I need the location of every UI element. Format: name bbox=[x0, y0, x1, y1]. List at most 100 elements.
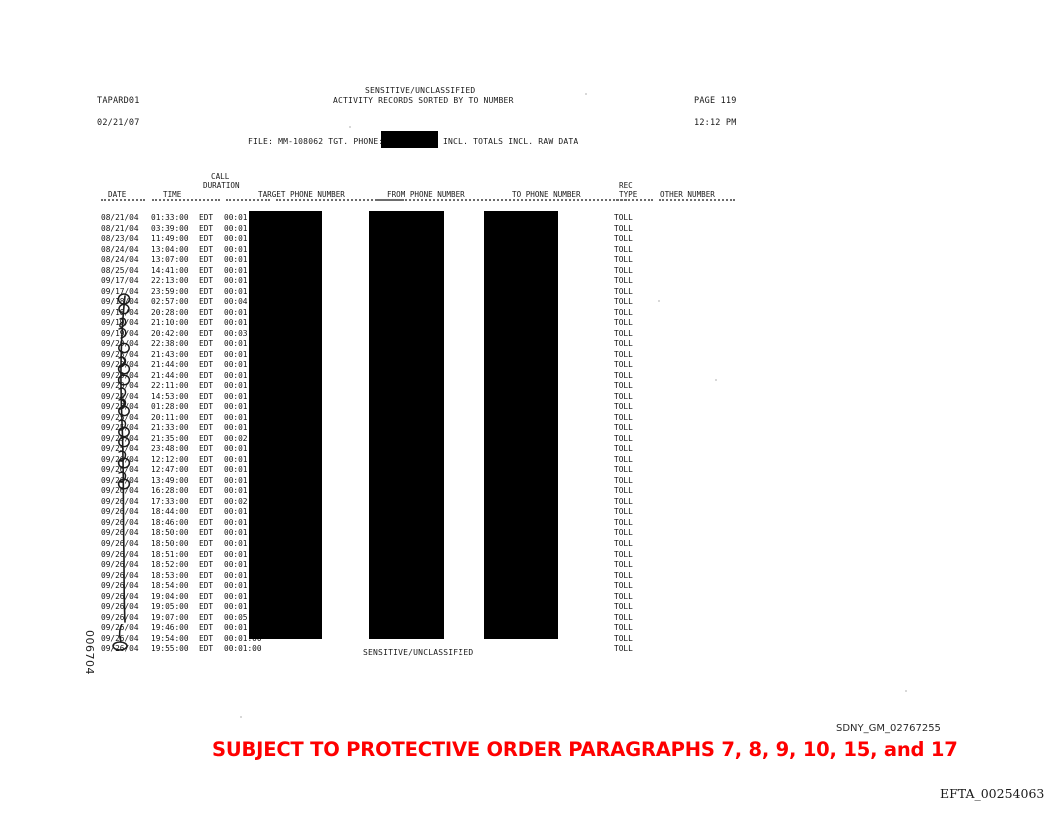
cell-date: 09/25/04 bbox=[101, 412, 139, 422]
column-header-target-phone-number: TARGET PHONE NUMBER bbox=[258, 190, 345, 199]
cell-timezone: EDT bbox=[199, 454, 214, 464]
table-row: 09/26/04 19:04:00 EDT 00:01:00 bbox=[101, 592, 276, 603]
cell-rec-type: TOLL bbox=[614, 328, 633, 338]
cell-rec-type: TOLL bbox=[614, 486, 633, 496]
cell-time: 18:54:00 bbox=[151, 581, 189, 591]
table-row: 09/26/04 16:28:00 EDT 00:01:00 bbox=[101, 486, 276, 497]
cell-rec-type: TOLL bbox=[614, 517, 633, 527]
cell-date: 09/26/04 bbox=[101, 581, 139, 591]
scan-speckle bbox=[349, 126, 351, 128]
table-row: 09/23/04 21:43:00 EDT 00:01:00 bbox=[101, 350, 276, 361]
cell-rec-type: TOLL bbox=[614, 507, 633, 517]
report-run-date: 02/21/07 bbox=[97, 118, 140, 128]
scan-speckle bbox=[658, 300, 660, 302]
cell-date: 09/26/04 bbox=[101, 591, 139, 601]
cell-time: 19:54:00 bbox=[151, 633, 189, 643]
cell-timezone: EDT bbox=[199, 465, 214, 475]
cell-time: 22:11:00 bbox=[151, 381, 189, 391]
page-number-label: PAGE 119 bbox=[694, 96, 737, 106]
cell-call-duration: 00:03:00 bbox=[224, 328, 262, 338]
cell-time: 19:55:00 bbox=[151, 644, 189, 654]
report-title: ACTIVITY RECORDS SORTED BY TO NUMBER bbox=[333, 96, 514, 105]
cell-rec-type: TOLL bbox=[614, 391, 633, 401]
cell-timezone: EDT bbox=[199, 265, 214, 275]
cell-timezone: EDT bbox=[199, 633, 214, 643]
column-header-date: DATE bbox=[108, 190, 127, 199]
cell-time: 20:42:00 bbox=[151, 328, 189, 338]
cell-time: 20:11:00 bbox=[151, 412, 189, 422]
cell-timezone: EDT bbox=[199, 602, 214, 612]
cell-rec-type: TOLL bbox=[614, 255, 633, 265]
cell-call-duration: 00:01:00 bbox=[224, 223, 262, 233]
cell-rec-type: TOLL bbox=[614, 307, 633, 317]
cell-time: 21:10:00 bbox=[151, 318, 189, 328]
cell-time: 19:05:00 bbox=[151, 602, 189, 612]
cell-call-duration: 00:01:00 bbox=[224, 465, 262, 475]
cell-call-duration: 00:01:00 bbox=[224, 360, 262, 370]
cell-time: 18:50:00 bbox=[151, 538, 189, 548]
cell-time: 18:46:00 bbox=[151, 517, 189, 527]
cell-date: 09/23/04 bbox=[101, 349, 139, 359]
cell-time: 11:49:00 bbox=[151, 234, 189, 244]
cell-date: 09/26/04 bbox=[101, 549, 139, 559]
cell-date: 09/25/04 bbox=[101, 444, 139, 454]
cell-rec-type: TOLL bbox=[614, 412, 633, 422]
cell-date: 08/21/04 bbox=[101, 213, 139, 222]
cell-rec-type: TOLL bbox=[614, 581, 633, 591]
cell-call-duration: 00:05:00 bbox=[224, 612, 262, 622]
cell-date: 09/25/04 bbox=[101, 433, 139, 443]
cell-time: 22:38:00 bbox=[151, 339, 189, 349]
cell-date: 08/24/04 bbox=[101, 244, 139, 254]
cell-time: 22:13:00 bbox=[151, 276, 189, 286]
cell-rec-type: TOLL bbox=[614, 213, 633, 222]
cell-date: 09/26/04 bbox=[101, 454, 139, 464]
cell-rec-type: TOLL bbox=[614, 570, 633, 580]
cell-timezone: EDT bbox=[199, 297, 214, 307]
rule-time bbox=[152, 199, 220, 203]
cell-timezone: EDT bbox=[199, 328, 214, 338]
cell-timezone: EDT bbox=[199, 370, 214, 380]
cell-rec-type: TOLL bbox=[614, 602, 633, 612]
cell-date: 09/26/04 bbox=[101, 602, 139, 612]
cell-timezone: EDT bbox=[199, 318, 214, 328]
cell-rec-type: TOLL bbox=[614, 402, 633, 412]
cell-time: 13:04:00 bbox=[151, 244, 189, 254]
cell-time: 19:07:00 bbox=[151, 612, 189, 622]
table-row: 09/26/04 12:47:00 EDT 00:01:00 bbox=[101, 465, 276, 476]
cell-call-duration: 00:01:00 bbox=[224, 486, 262, 496]
table-row: 09/23/04 22:11:00 EDT 00:01:00 bbox=[101, 381, 276, 392]
cell-time: 16:28:00 bbox=[151, 486, 189, 496]
cell-timezone: EDT bbox=[199, 528, 214, 538]
column-header-duration: DURATION bbox=[203, 181, 240, 190]
cell-call-duration: 00:01:00 bbox=[224, 412, 262, 422]
cell-time: 18:50:00 bbox=[151, 528, 189, 538]
cell-rec-type: TOLL bbox=[614, 633, 633, 643]
cell-timezone: EDT bbox=[199, 581, 214, 591]
table-row: 08/23/04 11:49:00 EDT 00:01:00 bbox=[101, 234, 276, 245]
cell-call-duration: 00:01:00 bbox=[224, 265, 262, 275]
table-row: 09/26/04 18:53:00 EDT 00:01:00 bbox=[101, 571, 276, 582]
cell-rec-type: TOLL bbox=[614, 223, 633, 233]
cell-call-duration: 00:01:00 bbox=[224, 570, 262, 580]
cell-call-duration: 00:01:00 bbox=[224, 244, 262, 254]
cell-rec-type: TOLL bbox=[614, 560, 633, 570]
cell-call-duration: 00:01:00 bbox=[224, 507, 262, 517]
cell-call-duration: 00:04:00 bbox=[224, 297, 262, 307]
table-row: 08/21/04 03:39:00 EDT 00:01:00 bbox=[101, 224, 276, 235]
cell-timezone: EDT bbox=[199, 276, 214, 286]
table-row: 08/24/04 13:07:00 EDT 00:01:00 bbox=[101, 255, 276, 266]
rule-date bbox=[101, 199, 145, 203]
table-row: 09/26/04 19:05:00 EDT 00:01:00 bbox=[101, 602, 276, 613]
cell-time: 18:53:00 bbox=[151, 570, 189, 580]
table-row: 09/26/04 18:46:00 EDT 00:01:00 bbox=[101, 518, 276, 529]
cell-time: 18:52:00 bbox=[151, 560, 189, 570]
cell-call-duration: 00:01:00 bbox=[224, 591, 262, 601]
classification-banner-bottom: SENSITIVE/UNCLASSIFIED bbox=[363, 648, 474, 657]
cell-rec-type: TOLL bbox=[614, 349, 633, 359]
cell-rec-type: TOLL bbox=[614, 423, 633, 433]
table-row: 09/26/04 18:51:00 EDT 00:01:00 bbox=[101, 550, 276, 561]
cell-call-duration: 00:01:00 bbox=[224, 454, 262, 464]
cell-date: 09/24/04 bbox=[101, 391, 139, 401]
cell-time: 21:44:00 bbox=[151, 360, 189, 370]
cell-date: 09/23/04 bbox=[101, 381, 139, 391]
